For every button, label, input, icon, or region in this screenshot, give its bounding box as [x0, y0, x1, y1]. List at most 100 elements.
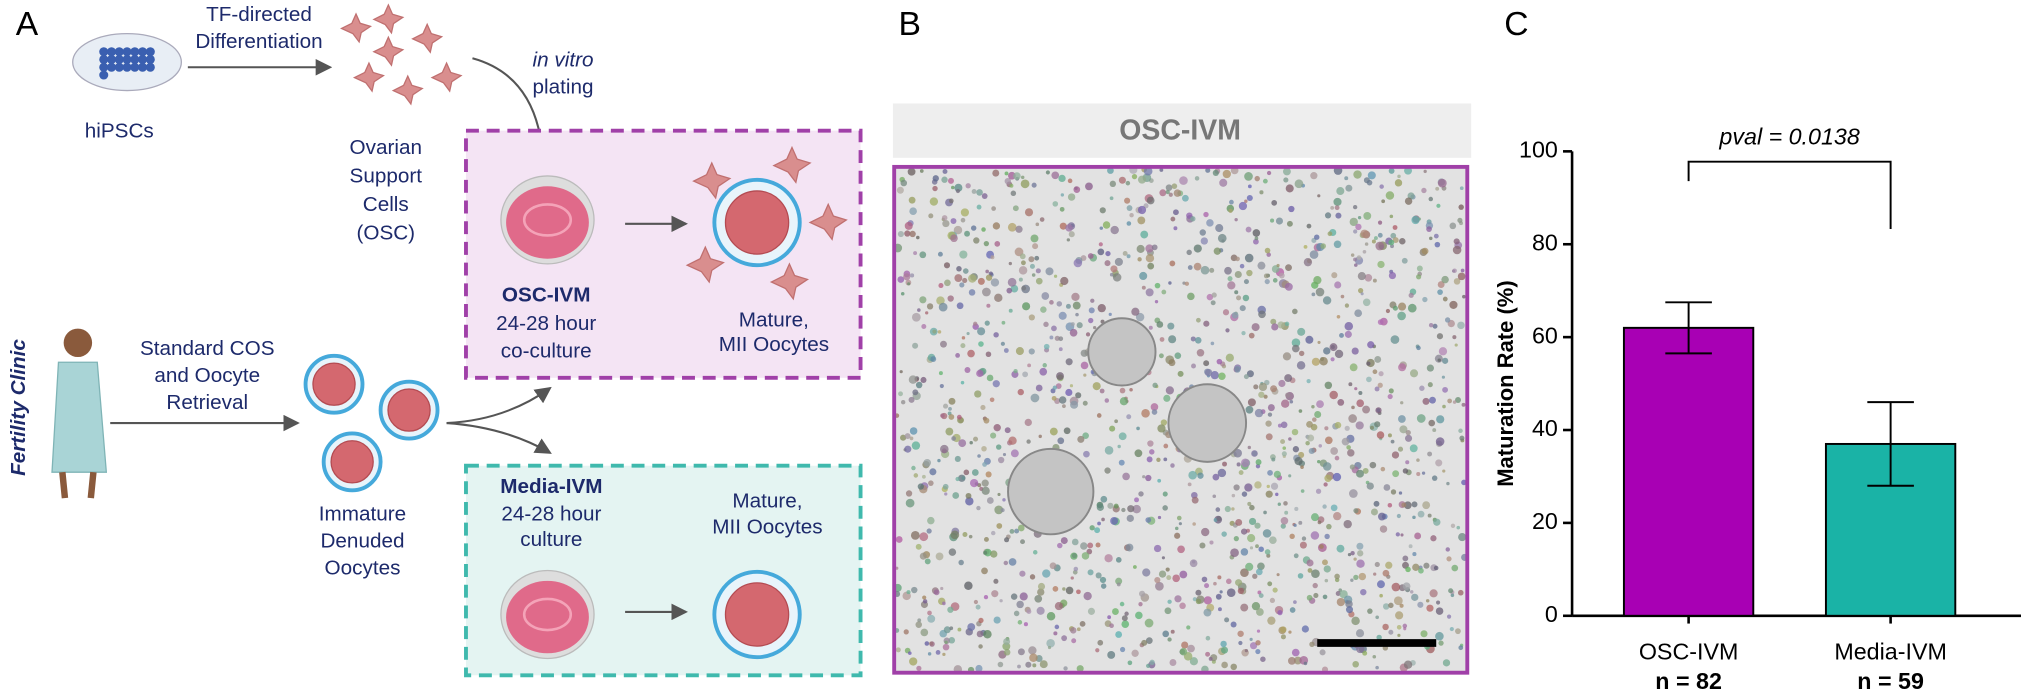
cell-speck	[1288, 205, 1295, 213]
cell-speck	[1349, 363, 1358, 372]
cell-speck	[1245, 562, 1254, 571]
cell-speck	[1181, 194, 1189, 202]
arrow	[446, 422, 552, 454]
cell-speck	[1038, 434, 1042, 439]
cell-speck	[1142, 568, 1151, 577]
cell-speck	[1450, 523, 1456, 528]
media-ivm-result: MII Oocytes	[712, 515, 822, 538]
cell-speck	[1186, 249, 1192, 256]
arrow	[446, 386, 552, 425]
cell-speck	[1007, 277, 1017, 287]
cell-speck	[942, 652, 946, 657]
cell-speck	[1409, 444, 1418, 453]
cell-speck	[1252, 229, 1261, 237]
cell-speck	[1099, 207, 1106, 214]
cell-speck	[993, 332, 999, 338]
cell-speck	[1018, 266, 1028, 275]
cell-speck	[1070, 552, 1078, 560]
cell-speck	[1336, 187, 1345, 196]
cell-speck	[1354, 263, 1358, 267]
cell-speck	[1461, 479, 1467, 486]
cell-speck	[1004, 537, 1010, 543]
cell-speck	[1385, 308, 1391, 314]
cell-speck	[920, 628, 929, 637]
cell-speck	[1150, 403, 1159, 411]
cell-speck	[1002, 452, 1007, 457]
cell-speck	[1088, 317, 1094, 324]
cell-speck	[927, 614, 936, 623]
cell-speck	[932, 175, 939, 182]
osc-label: Support	[350, 165, 423, 188]
cell-speck	[1187, 644, 1195, 653]
cell-speck	[1037, 582, 1046, 591]
osc-label: (OSC)	[356, 222, 415, 245]
cell-speck	[1055, 383, 1062, 389]
cell-speck	[1079, 620, 1086, 627]
hipsc-colony	[145, 54, 155, 65]
cell-speck	[1022, 302, 1031, 311]
cell-speck	[916, 235, 920, 240]
cell-speck	[1147, 262, 1155, 270]
cell-speck	[1031, 182, 1037, 188]
osc-label: Ovarian	[350, 136, 422, 159]
cell-speck	[926, 303, 934, 310]
cell-speck	[1387, 394, 1393, 400]
oocyte-cytoplasm	[724, 190, 790, 255]
patient-gown	[51, 361, 108, 473]
cell-speck	[1248, 332, 1255, 339]
cell-speck	[1257, 261, 1266, 270]
cell-speck	[1234, 366, 1241, 373]
cell-speck	[921, 474, 926, 479]
cell-speck	[990, 550, 998, 558]
cell-speck	[1367, 171, 1376, 180]
cell-speck	[989, 397, 995, 403]
cell-speck	[1076, 627, 1081, 632]
cell-speck	[1244, 199, 1248, 203]
cell-speck	[937, 330, 942, 334]
cell-speck	[924, 558, 931, 565]
cell-speck	[909, 427, 918, 435]
cell-speck	[1312, 582, 1318, 589]
cell-speck	[1324, 212, 1332, 219]
cell-speck	[923, 458, 932, 467]
cell-speck	[1445, 547, 1450, 552]
cell-speck	[1396, 624, 1402, 630]
cell-speck	[904, 445, 912, 453]
cell-speck	[1333, 240, 1342, 249]
cell-speck	[1221, 646, 1229, 654]
cell-speck	[1318, 444, 1323, 448]
cell-speck	[1137, 216, 1146, 225]
cell-speck	[1382, 603, 1390, 610]
cell-speck	[1454, 343, 1458, 347]
cell-speck	[1417, 510, 1425, 518]
cell-speck	[1215, 224, 1224, 233]
cell-speck	[1400, 533, 1404, 537]
hipsc-colony	[138, 62, 148, 72]
cell-speck	[1442, 659, 1451, 667]
cell-speck	[1267, 469, 1273, 476]
cell-speck	[1083, 373, 1087, 377]
image-title: OSC-IVM	[1119, 114, 1241, 146]
cell-speck	[912, 342, 919, 349]
cell-speck	[1139, 271, 1148, 281]
cell-speck	[1238, 640, 1243, 646]
cell-speck	[1383, 484, 1391, 491]
cell-speck	[1109, 196, 1114, 201]
cell-speck	[1247, 501, 1252, 506]
cell-speck	[1336, 544, 1345, 553]
cell-speck	[1374, 356, 1382, 363]
cell-speck	[1448, 588, 1454, 594]
cell-speck	[1095, 648, 1100, 653]
cell-speck	[1210, 370, 1219, 380]
cell-speck	[1043, 321, 1049, 328]
cell-speck	[1204, 583, 1210, 589]
cell-speck	[1097, 248, 1105, 256]
cell-speck	[1260, 656, 1266, 662]
cell-speck	[938, 371, 943, 376]
cell-speck	[1217, 468, 1227, 478]
cell-speck	[1135, 611, 1143, 620]
cell-speck	[1348, 414, 1357, 423]
cell-speck	[1058, 311, 1067, 320]
cell-speck	[1343, 519, 1352, 529]
cell-speck	[955, 188, 961, 194]
